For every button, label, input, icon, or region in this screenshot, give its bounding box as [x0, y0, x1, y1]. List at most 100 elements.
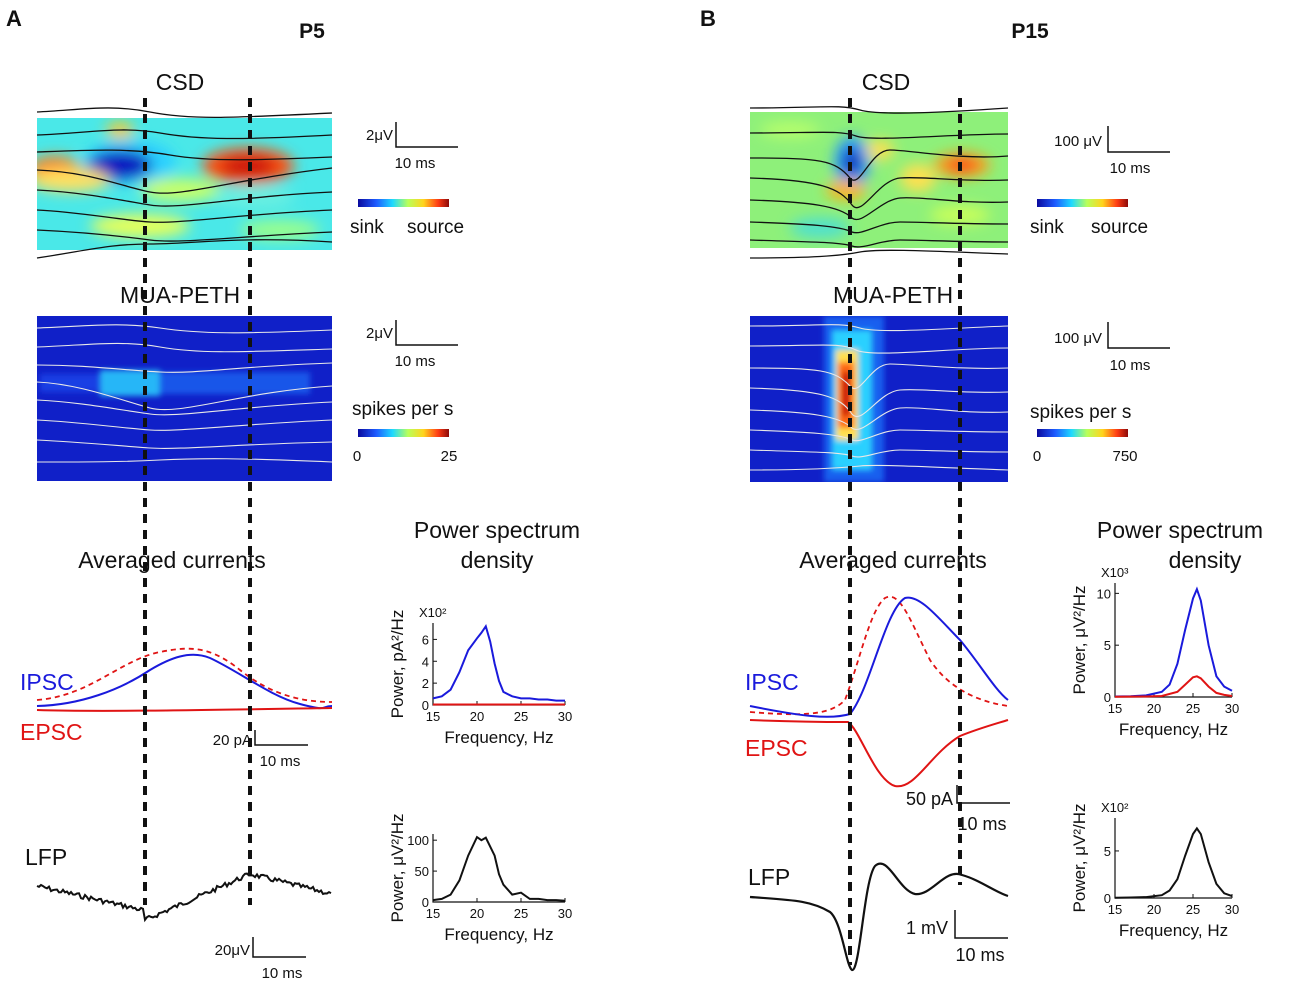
mua-scalebar: [1107, 322, 1170, 349]
y-tick-label: 0: [422, 895, 429, 910]
x-tick-label: 30: [1225, 701, 1239, 716]
y-tick-label: 4: [422, 654, 429, 669]
csd-cbar-source: source: [1091, 217, 1148, 238]
csd-colorbar: [358, 199, 449, 207]
ipsc-scaled-trace: [36, 647, 333, 703]
age-label: P15: [1011, 20, 1049, 43]
psd-charts: 15 20 25 30 0 2 4 6 X10² Frequency, Hz Power, pA²/…: [388, 565, 1239, 944]
currents-title: Averaged currents: [799, 547, 987, 573]
mua-cbar-max: 750: [1112, 448, 1137, 465]
x-tick-label: 25: [514, 709, 528, 724]
y-axis-label: Power, μV²/Hz: [1070, 586, 1089, 695]
x-axis-label: Frequency, Hz: [1119, 921, 1228, 940]
psd-chart-0: 15 20 25 30 0 2 4 6 X10² Frequency, Hz Power, pA²/…: [388, 605, 572, 747]
x-tick-label: 15: [426, 709, 440, 724]
ipsc-label: IPSC: [745, 669, 799, 695]
axes: [1114, 583, 1232, 698]
lfp-scalebar-v: 1 mV: [906, 918, 948, 938]
lfp-scalebar: [252, 937, 306, 958]
series-lfp: [1114, 826, 1233, 899]
csd-cbar-source: source: [407, 217, 464, 238]
psd-chart-2: 15 20 25 30 0 5 10 X10³ Frequency, Hz Power, μV²/…: [1070, 565, 1239, 739]
y-tick-label: 5: [1104, 638, 1111, 653]
x-tick-label: 25: [1186, 902, 1200, 917]
epsc-label: EPSC: [20, 719, 83, 745]
x-tick-label: 20: [470, 709, 484, 724]
mua-scalebar: [395, 320, 458, 346]
x-tick-label: 25: [1186, 701, 1200, 716]
psd-chart-1: 15 20 25 30 0 50 100 Frequency, Hz Power, μV²/Hz: [388, 814, 572, 945]
y-tick-label: 0: [1104, 690, 1111, 705]
psd-title-line2: density: [461, 547, 534, 573]
currents-scalebar-v: 20 pA: [213, 732, 252, 749]
y-tick-label: 2: [422, 676, 429, 691]
y-multiplier: X10²: [419, 605, 447, 620]
lfp-label: LFP: [25, 844, 67, 870]
y-tick-label: 0: [1104, 891, 1111, 906]
epsc-label: EPSC: [745, 735, 808, 761]
age-label: P5: [299, 20, 325, 43]
epsc-trace: [36, 707, 333, 712]
psd-title-line2: density: [1169, 547, 1242, 573]
mua-heatmap: [750, 316, 1008, 482]
ipsc-label: IPSC: [20, 669, 74, 695]
y-tick-label: 100: [407, 833, 429, 848]
x-tick-label: 15: [1108, 902, 1122, 917]
y-tick-label: 0: [422, 698, 429, 713]
lfp-scalebar-v: 20μV: [215, 942, 250, 959]
lfp-scalebar-t: 10 ms: [262, 965, 303, 982]
currents-scalebar: [956, 785, 1010, 804]
csd-scalebar-t: 10 ms: [395, 155, 436, 172]
lfp-label: LFP: [748, 864, 790, 890]
mua-cbar-label: spikes per s: [352, 399, 453, 420]
x-tick-label: 30: [1225, 902, 1239, 917]
x-axis-label: Frequency, Hz: [444, 925, 553, 944]
y-multiplier: X10³: [1101, 565, 1129, 580]
y-tick-label: 50: [415, 864, 429, 879]
mua-colorbar: [1037, 429, 1128, 437]
csd-scalebar-v: 100 μV: [1054, 133, 1102, 150]
x-tick-label: 30: [558, 906, 572, 921]
event-guides: [848, 98, 962, 965]
mua-scalebar-t: 10 ms: [1110, 357, 1151, 374]
psd-chart-3: 15 20 25 30 0 5 X10² Frequency, Hz Power, μV²/Hz: [1070, 800, 1239, 940]
csd-heatmap: [37, 118, 332, 250]
lfp-scalebar-t: 10 ms: [955, 945, 1004, 965]
mua-title: MUA-PETH: [833, 282, 953, 308]
panel-letter: B: [700, 6, 716, 31]
csd-scalebar-v: 2μV: [366, 127, 393, 144]
csd-title: CSD: [156, 69, 205, 95]
mua-traces: [36, 324, 333, 463]
x-tick-label: 30: [558, 709, 572, 724]
ipsc-trace: [36, 653, 333, 710]
csd-scalebar-t: 10 ms: [1110, 160, 1151, 177]
series-lfp: [432, 835, 566, 902]
y-tick-label: 6: [422, 632, 429, 647]
panel-b: B P15 CSD: [700, 6, 1263, 972]
panel-letter: A: [6, 6, 22, 31]
csd-scalebar: [1107, 126, 1170, 153]
panel-a: A P5 CSD: [6, 6, 580, 982]
mua-cbar-label: spikes per s: [1030, 402, 1131, 423]
csd-colorbar: [1037, 199, 1128, 207]
x-tick-label: 15: [426, 906, 440, 921]
csd-cbar-sink: sink: [1030, 217, 1064, 238]
x-tick-label: 20: [470, 906, 484, 921]
csd-scalebar: [395, 122, 458, 148]
series-ipsc: [432, 623, 565, 702]
y-multiplier: X10²: [1101, 800, 1129, 815]
y-axis-label: Power, μV²/Hz: [388, 814, 407, 923]
mua-cbar-min: 0: [1033, 448, 1041, 465]
csd-cbar-sink: sink: [350, 217, 384, 238]
x-axis-label: Frequency, Hz: [1119, 720, 1228, 739]
series-ipsc: [1114, 586, 1233, 698]
ipsc-trace: [749, 596, 1009, 718]
epsc-trace: [749, 719, 1009, 788]
currents-title: Averaged currents: [78, 547, 266, 573]
csd-title: CSD: [862, 69, 911, 95]
currents-scalebar-t: 10 ms: [260, 753, 301, 770]
currents-scalebar-t: 10 ms: [957, 814, 1006, 834]
x-tick-label: 20: [1147, 701, 1161, 716]
lfp-trace: [36, 872, 332, 923]
